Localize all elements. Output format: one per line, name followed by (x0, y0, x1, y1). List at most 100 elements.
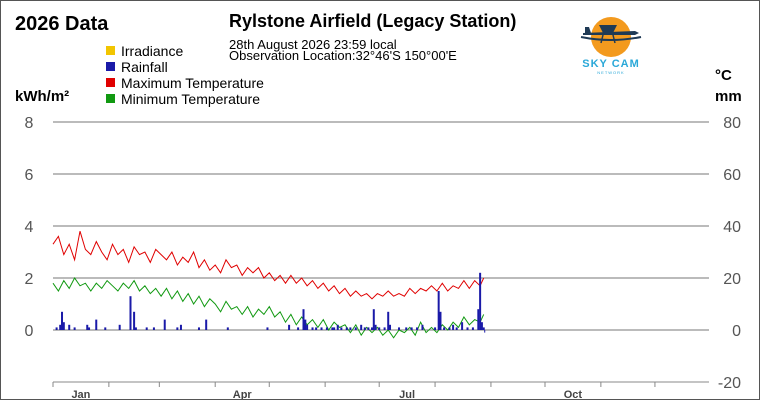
observation-location: Observation Location:32°46'S 150°00'E (229, 48, 457, 63)
rainfall-bar (477, 309, 480, 330)
rainfall-bar (405, 327, 408, 330)
rainfall-bar (378, 327, 381, 330)
series-line-maximum-temperature (52, 231, 485, 300)
rainfall-bar (297, 327, 300, 330)
rainfall-bar (443, 327, 446, 330)
rainfall-bar (104, 327, 107, 330)
rainfall-bar (59, 324, 62, 330)
logo-text-bottom: NETWORK (597, 70, 624, 75)
rainfall-bar (86, 324, 89, 330)
legend-swatch-irradiance (106, 46, 115, 55)
rainfall-bar (466, 327, 469, 330)
left-tick-label: 4 (25, 219, 34, 236)
rainfall-bar (374, 324, 377, 330)
rainfall-bar (363, 327, 366, 330)
rainfall-bar (73, 327, 76, 330)
rainfall-bar (311, 327, 314, 330)
rainfall-bar (320, 327, 323, 330)
rainfall-bar (205, 319, 208, 330)
left-tick-label: 6 (25, 167, 34, 184)
right-tick-label: 40 (723, 219, 741, 236)
rainfall-bar (416, 327, 419, 330)
right-tick-label: 80 (723, 115, 741, 132)
right-tick-label: 20 (723, 271, 741, 288)
rainfall-bar (437, 291, 440, 330)
rainfall-bar (134, 327, 137, 330)
legend-label: Minimum Temperature (121, 91, 261, 107)
legend-label: Irradiance (121, 43, 184, 59)
horizon-line (580, 36, 642, 41)
right-tick-label: 0 (732, 323, 741, 340)
rainfall-bar (336, 324, 339, 330)
logo-text-top: SKY CAM (582, 58, 640, 70)
right-tick-label: 60 (723, 167, 741, 184)
month-label: Jan (71, 389, 90, 399)
rainfall-bar (179, 324, 182, 330)
rainfall-bar (226, 327, 229, 330)
rainfall-bar (62, 322, 65, 330)
rainfall-bar (95, 319, 98, 330)
rainfall-bar (448, 327, 451, 330)
rainfall-bar (345, 327, 348, 330)
rainfall-bar (133, 311, 136, 330)
rainfall-bar (68, 324, 71, 330)
legend-swatch-min-temperature (106, 94, 115, 103)
rainfall-bar (55, 327, 58, 330)
rainfall-bar (325, 327, 328, 330)
right-axis-unit-rainfall: mm (715, 88, 742, 105)
legend-item-min-temperature: Minimum Temperature (106, 91, 260, 107)
right-tick-label: -20 (718, 375, 741, 392)
legend-item-max-temperature: Maximum Temperature (106, 75, 264, 91)
rainfall-bar (163, 319, 166, 330)
left-tick-label: 2 (25, 271, 34, 288)
month-label: Oct (564, 389, 583, 399)
left-tick-label: 0 (25, 323, 34, 340)
legend-label: Maximum Temperature (121, 75, 264, 91)
month-label: Jul (399, 389, 415, 399)
rainfall-bar (333, 327, 336, 330)
rainfall-bar (88, 327, 91, 330)
rainfall-bar (482, 327, 485, 330)
rainfall-bar (176, 327, 179, 330)
left-tick-label: 8 (25, 115, 34, 132)
rainfall-bar (479, 272, 482, 330)
rainfall-bar (480, 322, 483, 330)
rainfall-bar (471, 327, 474, 330)
series-line-minimum-temperature (52, 277, 485, 339)
legend-label: Rainfall (121, 59, 168, 75)
page-title: 2026 Data (15, 13, 109, 35)
legend-swatch-max-temperature (106, 78, 115, 87)
rainfall-bar (372, 309, 375, 330)
rainfall-bar (340, 327, 343, 330)
rainfall-bar (302, 309, 305, 330)
rainfall-bar (439, 311, 442, 330)
rainfall-bar (434, 327, 437, 330)
rainfall-bar (118, 324, 121, 330)
rainfall-bar (370, 327, 373, 330)
rainfall-bar (421, 324, 424, 330)
rainfall-bar (197, 327, 200, 330)
rainfall-bar (304, 319, 307, 330)
rainfall-bar (315, 327, 318, 330)
rainfall-bar (398, 327, 401, 330)
station-name: Rylstone Airfield (Legacy Station) (229, 11, 517, 31)
rainfall-bar (145, 327, 148, 330)
rainfall-bar (152, 327, 155, 330)
right-axis-unit-temperature: °C (715, 67, 732, 84)
legend-item-rainfall: Rainfall (106, 59, 168, 75)
rainfall-bar (452, 324, 455, 330)
rainfall-bar (288, 324, 291, 330)
left-axis-unit: kWh/m² (15, 88, 70, 105)
rainfall-bar (387, 311, 390, 330)
rainfall-bar (349, 327, 352, 330)
observation-datetime: 28th August 2026 23:59 local (229, 37, 397, 52)
month-label: Apr (233, 389, 253, 399)
rainfall-bar (354, 327, 357, 330)
legend-item-irradiance: Irradiance (106, 43, 183, 59)
rainfall-bar (61, 311, 64, 330)
rainfall-bar (266, 327, 269, 330)
rainfall-bar (306, 324, 309, 330)
rainfall-bar (129, 296, 132, 330)
rainfall-bar (367, 327, 370, 330)
rainfall-bar (410, 327, 413, 330)
